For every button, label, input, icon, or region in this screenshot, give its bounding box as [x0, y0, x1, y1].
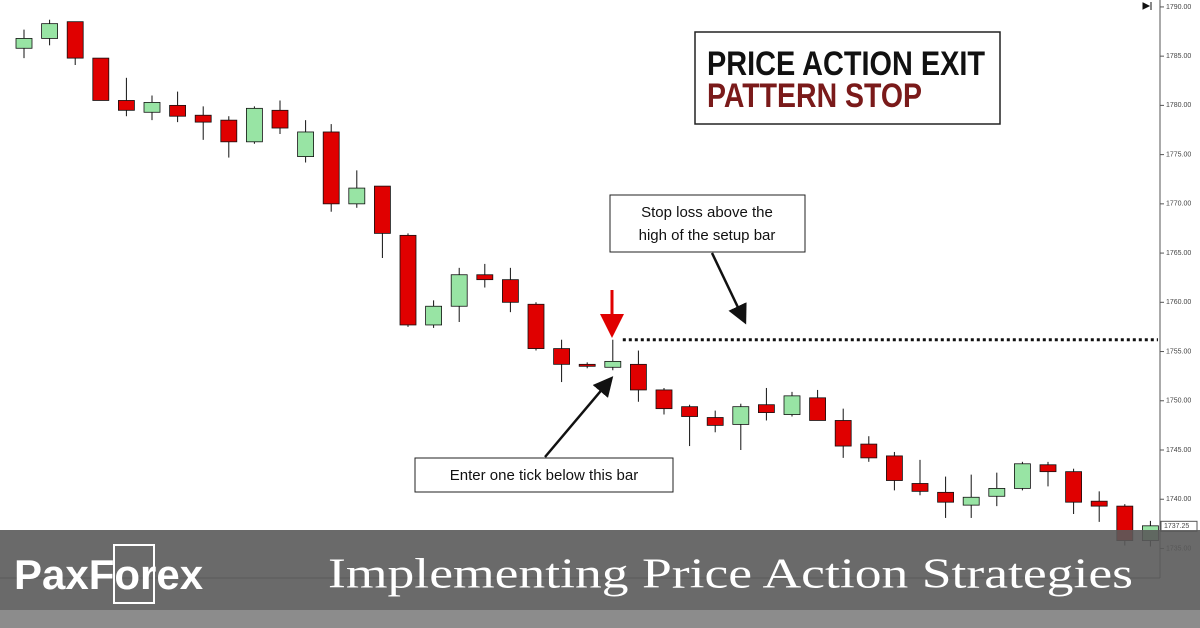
banner-strip [0, 610, 1200, 628]
candle-body [220, 119, 238, 143]
stop-note: high of the setup bar [639, 227, 776, 244]
last-price-label: 1737.25 [1164, 523, 1189, 530]
candle-body [15, 38, 33, 49]
y-tick-label: 1785.00 [1166, 53, 1191, 60]
y-tick-label: 1775.00 [1166, 151, 1191, 158]
title-box [694, 31, 1001, 125]
candle-body [681, 406, 698, 417]
candle-body [962, 496, 980, 506]
y-tick-label: 1765.00 [1166, 250, 1191, 257]
logo-frame [113, 544, 155, 604]
candle-body [271, 109, 289, 129]
candle-body [527, 303, 545, 349]
entry-note-box [414, 457, 674, 493]
candle-body [245, 107, 263, 143]
candle-body [732, 406, 750, 425]
candle-body [450, 274, 468, 307]
candle-body [604, 360, 622, 368]
y-tick-label: 1770.00 [1166, 201, 1191, 208]
y-tick-label: 1760.00 [1166, 299, 1191, 306]
y-tick-label: 1790.00 [1166, 4, 1191, 11]
candle-body [1014, 463, 1031, 489]
candle-body [425, 305, 443, 326]
title-line: PATTERN STOP [707, 77, 922, 115]
stop-note: Stop loss above the [641, 204, 773, 221]
candle-body [655, 389, 673, 410]
candle-body [348, 187, 366, 205]
candle-body [169, 104, 187, 117]
candle-body [297, 131, 315, 157]
candle-body [809, 397, 826, 421]
candle-body [66, 21, 84, 59]
candle-body [92, 57, 110, 101]
stop-note-box [609, 194, 806, 253]
y-tick-label: 1780.00 [1166, 102, 1191, 109]
candle-body [860, 443, 878, 459]
arrow [544, 376, 614, 458]
candle-body [476, 274, 494, 281]
arrow [710, 252, 747, 325]
y-tick-label: 1740.00 [1166, 496, 1191, 503]
candle-body [322, 131, 340, 205]
candle-body [630, 363, 647, 391]
candle-body [553, 348, 570, 365]
candle-body [706, 417, 724, 426]
scroll-icon [1142, 2, 1152, 10]
candle-body [988, 487, 1006, 497]
candle-body [194, 114, 212, 123]
banner [0, 530, 1200, 610]
candle-body [758, 404, 775, 413]
candle-body [143, 102, 161, 113]
candle-body [911, 483, 929, 492]
candle-body [1090, 500, 1108, 507]
candle-body [937, 491, 954, 503]
candle-body [41, 23, 58, 39]
candle-body [1065, 471, 1082, 503]
logo: PaxForex [14, 551, 204, 598]
y-tick-label: 1750.00 [1166, 398, 1191, 405]
candle-body [399, 234, 417, 326]
banner-title: Implementing Price Action Strategies [328, 552, 1133, 598]
candle-body [118, 100, 135, 111]
title-line: PRICE ACTION EXIT [707, 45, 985, 83]
candle-body [578, 363, 596, 367]
y-tick-label: 1745.00 [1166, 447, 1191, 454]
candle-body [501, 279, 519, 303]
candle-body [886, 455, 903, 481]
candle-body [1039, 464, 1057, 473]
entry-note: Enter one tick below this bar [450, 467, 638, 484]
candle-body [834, 420, 852, 447]
y-tick-label: 1755.00 [1166, 348, 1191, 355]
candle-body [373, 185, 391, 234]
plot-area: 1790.00 1785.00 1780.00 1775.00 1770.00 1765.… [15, 4, 1191, 552]
candle-body [783, 395, 801, 415]
